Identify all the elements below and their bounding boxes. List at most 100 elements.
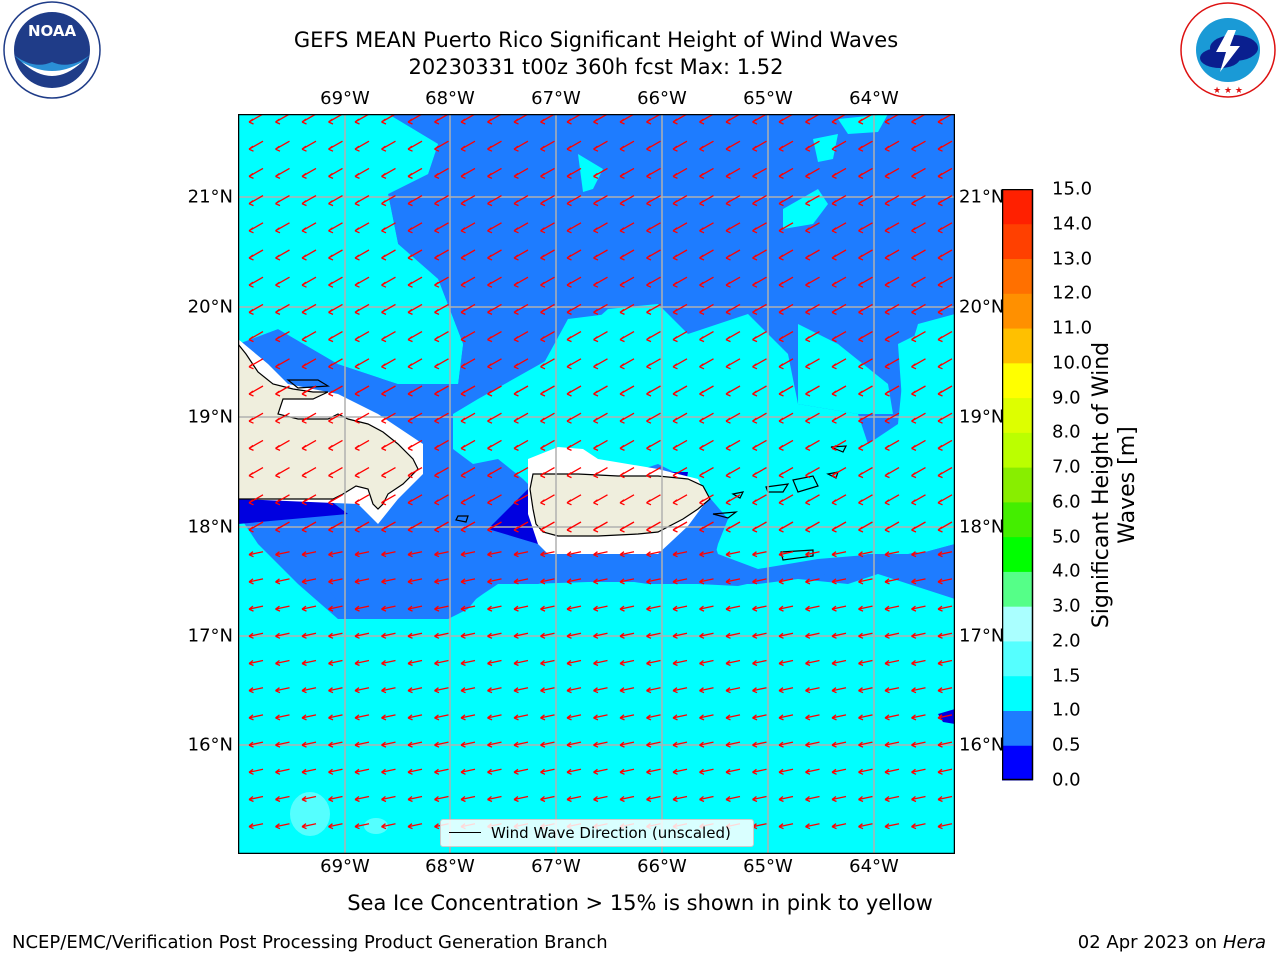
wind-arrow [672,195,688,207]
wind-arrow [487,687,502,694]
wind-arrow [619,741,635,748]
wind-arrow [699,358,714,370]
wind-arrow [513,303,529,315]
lat-label-right: 19°N [959,406,1005,428]
wind-arrow [805,632,820,639]
wind-arrow [540,412,555,424]
colorbar-segment [1002,258,1033,294]
wind-arrow [805,276,820,288]
wind-arrow [593,249,608,261]
wind-arrow [752,605,767,612]
wind-arrow [381,140,396,152]
wind-arrow [725,494,741,506]
wind-arrow [752,467,767,479]
wind-arrow [248,114,264,125]
wind-arrow [646,768,661,775]
colorbar-segment [1002,397,1033,433]
wind-arrow [831,467,847,479]
wind-arrow [831,331,847,343]
wind-arrow [752,494,767,506]
wind-arrow [434,303,449,315]
colorbar-segment [1002,501,1033,538]
wind-arrow [328,276,343,288]
wind-arrow [275,276,290,288]
wind-arrow [646,276,661,288]
wind-arrow [407,551,423,558]
lat-label-left: 18°N [187,516,233,538]
wind-arrow [487,331,502,343]
wind-arrow [858,358,873,370]
wind-arrow [275,195,290,207]
wind-arrow [884,140,900,152]
wind-arrow [407,768,423,775]
wind-arrow [911,439,926,451]
wind-arrow [778,494,794,506]
wind-arrow [911,249,926,261]
wind-arrow [328,823,343,830]
wind-arrow [884,605,900,612]
wind-arrow [275,439,290,451]
colorbar-tick-label: 1.0 [1052,699,1081,721]
wind-arrow [513,687,529,694]
wind-arrow [381,167,396,179]
wind-arrow [381,222,396,234]
wind-arrow [911,467,926,479]
wind-arrow [540,795,555,803]
wind-arrow [858,768,873,775]
wind-arrow [301,222,317,234]
wind-arrow [778,632,794,639]
lon-label-top: 66°W [637,88,687,109]
wind-arrow [593,714,608,721]
wind-arrow [566,605,582,612]
wind-arrow [672,768,688,775]
wind-arrow [619,467,635,479]
wind-arrow [937,303,953,315]
wind-arrow [275,578,290,585]
wind-arrow [566,714,582,721]
wind-arrow [831,795,847,803]
lon-label-top: 65°W [743,88,793,109]
wind-arrow [646,467,661,479]
lon-label-bottom: 68°W [425,856,475,877]
wind-arrow [354,249,370,261]
wind-arrow [381,385,396,397]
wind-arrow [805,714,820,721]
wind-arrow [937,768,953,775]
wind-arrow [805,303,820,315]
wind-arrow [381,467,396,479]
wind-arrow [328,687,343,694]
wind-arrow [699,385,714,397]
wind-arrow [275,412,290,424]
wind-arrow [884,768,900,775]
wind-arrow [275,140,290,152]
wind-arrow [805,768,820,775]
wind-arrow [699,795,714,803]
wind-arrow [778,167,794,179]
wind-arrow [354,303,370,315]
wind-arrow [699,632,714,639]
wind-arrow [593,222,608,234]
wind-arrow [301,439,317,451]
wind-arrow [354,358,370,370]
wind-arrow [725,578,741,585]
wind-arrow [593,303,608,315]
wind-arrow [566,195,582,207]
wind-arrow [884,114,900,125]
wind-arrow [248,167,264,179]
wind-arrow [381,741,396,748]
wind-arrow [831,412,847,424]
lon-label-bottom: 69°W [320,856,370,877]
wind-arrow [460,714,476,721]
wind-arrow [301,551,317,558]
noaa-logo: NOAA [3,1,101,99]
wind-arrow [646,494,661,506]
wind-arrow [858,741,873,748]
wind-arrow [487,578,502,585]
wind-arrow [248,222,264,234]
wind-arrow [301,632,317,639]
wind-arrow [672,605,688,612]
wind-arrow [699,114,714,125]
wind-arrow [487,632,502,639]
wind-arrow [858,167,873,179]
wind-arrow [646,659,661,667]
